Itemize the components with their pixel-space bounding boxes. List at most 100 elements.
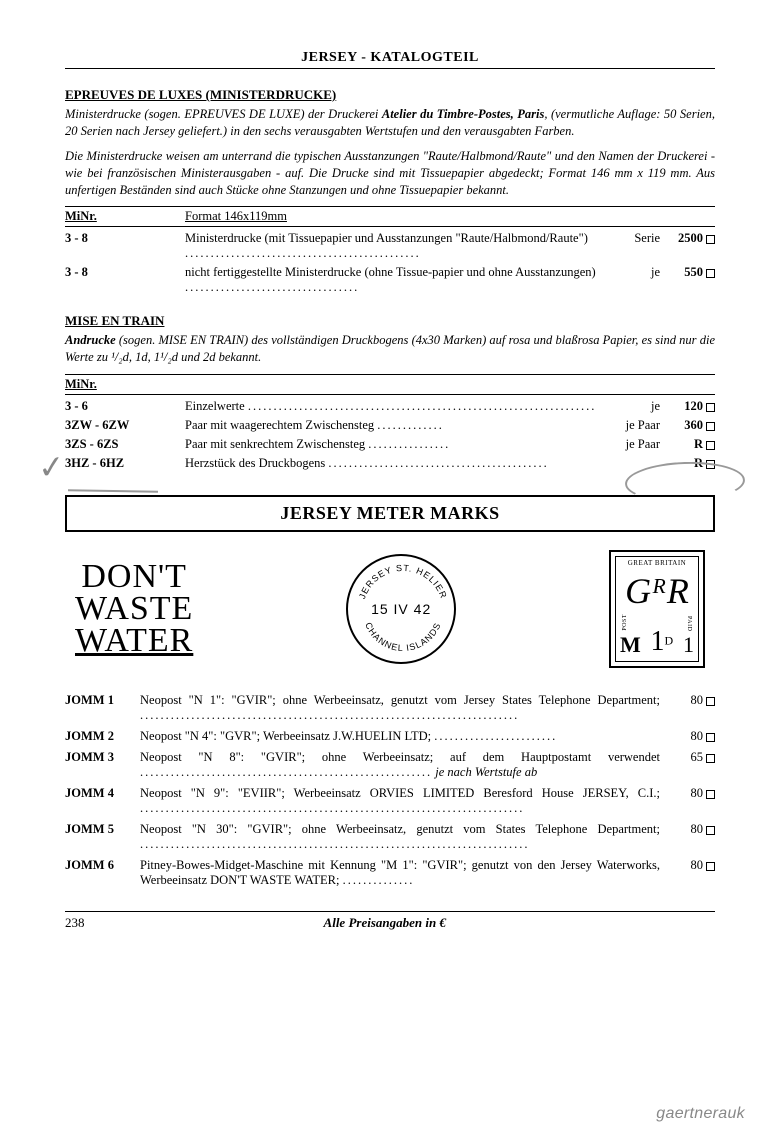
row-label: Serie (615, 227, 660, 262)
intro1-bold: Atelier du Timbre-Postes, Paris (382, 107, 544, 121)
desc-text: Ministerdrucke (mit Tissuepapier und Aus… (185, 231, 588, 245)
row-nr: 3 - 8 (65, 227, 185, 262)
list-item: JOMM 4 Neopost "N 9": "EVIIR"; Werbeeins… (65, 783, 715, 819)
dots: ........................................… (140, 708, 519, 722)
page-number: 238 (65, 915, 85, 931)
desc-text: Einzelwerte (185, 399, 248, 413)
row-desc: Einzelwerte ............................… (185, 395, 615, 415)
checkbox-icon (706, 235, 715, 244)
meter-banner: JERSEY METER MARKS (65, 495, 715, 532)
row-label: je Paar (615, 414, 660, 433)
jomm-nr: JOMM 5 (65, 819, 140, 855)
intro2-pre: Andrucke (65, 333, 116, 347)
pencil-underline-icon (68, 489, 158, 493)
table-row: 3ZS - 6ZS Paar mit senkrechtem Zwischens… (65, 433, 715, 452)
dots: ........................................… (328, 456, 548, 470)
price-val: R (694, 456, 703, 470)
jomm-price: 80 (660, 855, 715, 891)
row-nr: 3ZS - 6ZS (65, 433, 185, 452)
jomm-desc: Pitney-Bowes-Midget-Maschine mit Kennung… (140, 855, 660, 891)
row-label: je (615, 261, 660, 295)
jomm-nr: JOMM 6 (65, 855, 140, 891)
col-format: Format 146x119mm (185, 207, 715, 227)
pencil-checkmark-icon: ✓ (36, 447, 66, 487)
desc-text: Neopost "N 4": "GVR"; Werbeeinsatz J.W.H… (140, 729, 434, 743)
price-val: 360 (684, 418, 703, 432)
checkbox-icon (706, 862, 715, 871)
desc-text: Neopost "N 9": "EVIIR"; Werbeeinsatz ORV… (140, 786, 660, 800)
svg-text:CHANNEL ISLANDS: CHANNEL ISLANDS (363, 621, 443, 653)
list-item: JOMM 5 Neopost "N 30": "GVIR"; ohne Werb… (65, 819, 715, 855)
jomm-nr: JOMM 1 (65, 690, 140, 726)
stamp-value: 1D (651, 626, 674, 658)
stamp-cipher: GᴿR (616, 573, 698, 609)
table-header-row: MiNr. (65, 375, 715, 395)
section2-intro: Andrucke (sogen. MISE EN TRAIN) des voll… (65, 332, 715, 366)
price-val: 2500 (678, 231, 703, 245)
stamp-country: GREAT BRITAIN (616, 557, 698, 567)
section1-table: MiNr. Format 146x119mm 3 - 8 Ministerdru… (65, 206, 715, 295)
col-minr: MiNr. (65, 207, 185, 227)
section1-intro1: Ministerdrucke (sogen. EPREUVES DE LUXE)… (65, 106, 715, 140)
row-nr: 3HZ - 6HZ (65, 452, 185, 471)
table-row: 3 - 8 Ministerdrucke (mit Tissuepapier u… (65, 227, 715, 262)
row-desc: Herzstück des Druckbogens ..............… (185, 452, 615, 471)
footer-note: Alle Preisangaben in € (85, 915, 686, 931)
dots: .................................. (185, 280, 359, 294)
list-item: JOMM 3 Neopost "N 8": "GVIR"; ohne Werbe… (65, 747, 715, 783)
postmark-circle-icon: JERSEY ST. HELIER CHANNEL ISLANDS 15 IV … (346, 554, 456, 664)
checkbox-icon (706, 269, 715, 278)
row-desc: Paar mit senkrechtem Zwischensteg ......… (185, 433, 615, 452)
price-val: 80 (691, 729, 704, 743)
row-price: R (660, 452, 715, 471)
section2-table: MiNr. 3 - 6 Einzelwerte ................… (65, 374, 715, 471)
dots: ........................................… (248, 399, 597, 413)
desc-text: Herzstück des Druckbogens (185, 456, 328, 470)
stamp-val: 1 (651, 626, 665, 657)
jomm-price: 65 (660, 747, 715, 783)
desc-text: Neopost "N 8": "GVIR"; ohne Werbeeinsatz… (140, 750, 660, 764)
jomm-price: 80 (660, 726, 715, 747)
checkbox-icon (706, 733, 715, 742)
price-val: 120 (684, 399, 703, 413)
checkbox-icon (706, 403, 715, 412)
italic-note: je nach Wertstufe ab (432, 765, 537, 779)
row-price: 360 (660, 414, 715, 433)
dots: .............. (343, 873, 415, 887)
checkbox-icon (706, 754, 715, 763)
row-price: 120 (660, 395, 715, 415)
desc-text: Neopost "N 1": "GVIR"; ohne Werbeeinsatz… (140, 693, 660, 707)
dots: ........................ (434, 729, 557, 743)
stamp-d: D (665, 634, 674, 648)
price-val: 550 (684, 265, 703, 279)
jomm-table: JOMM 1 Neopost "N 1": "GVIR"; ohne Werbe… (65, 690, 715, 891)
row-label (615, 452, 660, 471)
section2-title: MISE EN TRAIN (65, 313, 715, 329)
jomm-price: 80 (660, 783, 715, 819)
catalogue-page: JERSEY - KATALOGTEIL EPREUVES DE LUXES (… (0, 0, 775, 961)
svg-text:JERSEY ST. HELIER: JERSEY ST. HELIER (357, 563, 449, 600)
slogan-line3: WATER (75, 622, 193, 659)
dots: ........................................… (140, 765, 432, 779)
dots: ................ (368, 437, 450, 451)
watermark: gaertnerauk (656, 1105, 745, 1123)
row-nr: 3 - 6 (65, 395, 185, 415)
dots: ............. (377, 418, 444, 432)
meter-stamp-icon: GREAT BRITAIN GᴿR POST PAID M 1D 1 (609, 550, 705, 668)
row-desc: nicht fertiggestellte Ministerdrucke (oh… (185, 261, 615, 295)
intro1-pre: Ministerdrucke (sogen. EPREUVES DE LUXE)… (65, 107, 382, 121)
row-label: je (615, 395, 660, 415)
page-header: JERSEY - KATALOGTEIL (65, 50, 715, 69)
dots: ........................................… (185, 246, 421, 260)
row-nr: 3 - 8 (65, 261, 185, 295)
jomm-price: 80 (660, 819, 715, 855)
price-val: 65 (691, 750, 704, 764)
list-item: JOMM 6 Pitney-Bowes-Midget-Maschine mit … (65, 855, 715, 891)
checkbox-icon (706, 826, 715, 835)
row-label: je Paar (615, 433, 660, 452)
section1-intro2: Die Ministerdrucke weisen am unterrand d… (65, 148, 715, 199)
stamp-one: 1 (683, 632, 694, 658)
section1-title: EPREUVES DE LUXES (MINISTERDRUCKE) (65, 87, 715, 103)
jomm-nr: JOMM 4 (65, 783, 140, 819)
meter-graphic: DON'T WASTE WATER JERSEY ST. HELIER CHAN… (65, 550, 715, 668)
